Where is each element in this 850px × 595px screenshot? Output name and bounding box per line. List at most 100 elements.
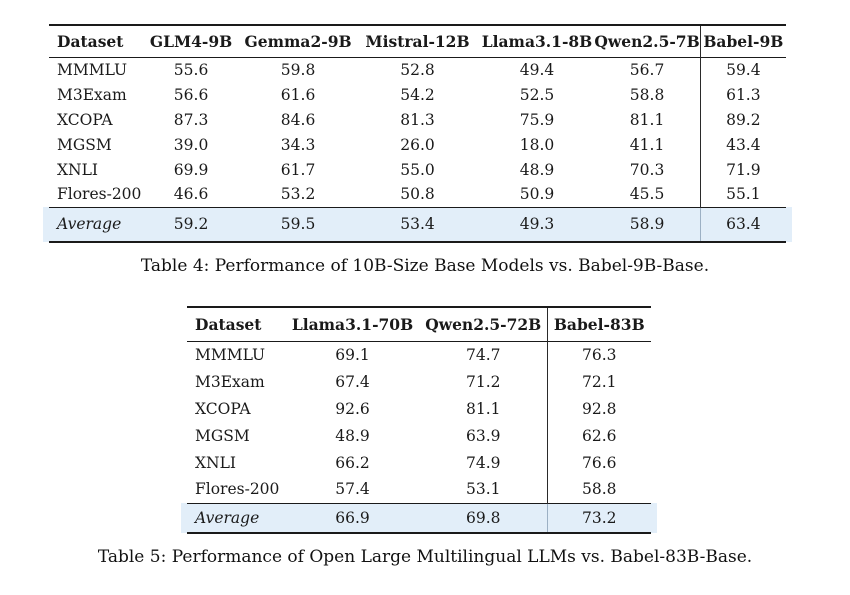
value-cell: 61.3 [699,82,786,107]
dataset-cell: M3Exam [195,372,265,391]
value-cell: 59.8 [280,60,316,79]
value-cell: 53.1 [465,480,501,499]
table-5: Dataset Llama3.1-70B Qwen2.5-72B Babel-8… [187,306,651,534]
value-cell: 71.2 [465,372,501,391]
value-cell: 55.1 [699,182,786,207]
table-4-header: Dataset GLM4-9B Gemma2-9B Mistral-12B Ll… [49,25,786,57]
table-row: XCOPA 92.6 81.1 92.8 [187,395,651,422]
table-row: M3Exam 67.4 71.2 72.1 [187,368,651,395]
dataset-cell: Flores-200 [57,185,142,204]
value-cell: 58.8 [546,476,651,503]
average-row: Average 59.2 59.5 53.4 49.3 58.9 63.4 [49,207,786,242]
value-cell: 92.6 [335,399,370,418]
dataset-cell: M3Exam [57,85,127,104]
table-row: MMMLU 55.6 59.8 52.8 49.4 56.7 59.4 [49,57,786,82]
average-value-cell: 53.4 [355,207,480,242]
table-row: MMMLU 69.1 74.7 76.3 [187,341,651,368]
value-cell: 54.2 [400,85,435,104]
column-header-llama3-1-70b: Llama3.1-70B [291,314,414,334]
value-cell: 43.4 [699,132,786,157]
value-cell: 69.1 [335,345,370,364]
value-cell: 69.9 [173,160,209,179]
value-cell: 48.9 [519,160,555,179]
value-cell: 52.5 [519,85,555,104]
value-cell: 74.9 [465,453,501,472]
table-row: M3Exam 56.6 61.6 54.2 52.5 58.8 61.3 [49,82,786,107]
value-cell: 57.4 [335,480,370,499]
column-header-mistral-12b: Mistral-12B [365,31,470,51]
table-row: XNLI 69.9 61.7 55.0 48.9 70.3 71.9 [49,157,786,182]
dataset-cell: XCOPA [57,110,113,129]
value-cell: 49.4 [519,60,555,79]
value-cell: 75.9 [519,110,555,129]
table-row: XNLI 66.2 74.9 76.6 [187,449,651,476]
value-cell: 84.6 [280,110,316,129]
value-cell: 52.8 [400,60,435,79]
column-header-dataset: Dataset [57,31,124,51]
dataset-cell: XNLI [195,453,237,472]
average-value-cell: 59.2 [141,207,241,242]
value-cell: 56.6 [173,85,209,104]
value-cell: 26.0 [400,135,435,154]
header-row: Dataset GLM4-9B Gemma2-9B Mistral-12B Ll… [49,25,786,57]
value-cell: 58.8 [629,85,665,104]
table-4-figure: Dataset GLM4-9B Gemma2-9B Mistral-12B Ll… [49,24,786,243]
column-header-babel-83b: Babel-83B [546,307,651,341]
value-cell: 50.9 [519,185,555,204]
value-cell: 81.1 [629,110,665,129]
table-5-body: MMMLU 69.1 74.7 76.3 M3Exam 67.4 71.2 72… [187,341,651,503]
value-cell: 41.1 [629,135,665,154]
table-row: MGSM 48.9 63.9 62.6 [187,422,651,449]
value-cell: 46.6 [173,185,209,204]
dataset-cell: MGSM [195,426,250,445]
header-row: Dataset Llama3.1-70B Qwen2.5-72B Babel-8… [187,307,651,341]
value-cell: 53.2 [280,185,316,204]
value-cell: 18.0 [519,135,555,154]
value-cell: 34.3 [280,135,316,154]
average-value-cell: 59.5 [240,207,356,242]
average-value-cell: 73.2 [546,503,651,533]
value-cell: 59.4 [699,57,786,82]
table-5-figure: Dataset Llama3.1-70B Qwen2.5-72B Babel-8… [187,306,651,534]
table-4-body: MMMLU 55.6 59.8 52.8 49.4 56.7 59.4 M3Ex… [49,57,786,207]
value-cell: 61.7 [280,160,316,179]
column-header-babel-9b: Babel-9B [699,25,786,57]
table-row: XCOPA 87.3 84.6 81.3 75.9 81.1 89.2 [49,107,786,132]
average-label: Average [187,503,285,533]
value-cell: 89.2 [699,107,786,132]
column-header-llama3-1-8b: Llama3.1-8B [481,31,593,51]
average-value-cell: 49.3 [479,207,595,242]
value-cell: 72.1 [546,368,651,395]
table-row: MGSM 39.0 34.3 26.0 18.0 41.1 43.4 [49,132,786,157]
dataset-cell: Flores-200 [195,480,280,499]
average-label: Average [49,207,142,242]
value-cell: 74.7 [465,345,501,364]
value-cell: 45.5 [629,185,665,204]
value-cell: 76.3 [546,341,651,368]
value-cell: 50.8 [400,185,435,204]
value-cell: 62.6 [546,422,651,449]
column-header-gemma2-9b: Gemma2-9B [244,31,352,51]
value-cell: 55.6 [173,60,209,79]
value-cell: 70.3 [629,160,665,179]
dataset-cell: XCOPA [195,399,251,418]
table-4-average-section: Average 59.2 59.5 53.4 49.3 58.9 63.4 [49,207,786,242]
table-5-header: Dataset Llama3.1-70B Qwen2.5-72B Babel-8… [187,307,651,341]
value-cell: 48.9 [335,426,370,445]
value-cell: 67.4 [335,372,370,391]
table-4-caption: Table 4: Performance of 10B-Size Base Mo… [140,256,710,276]
column-header-qwen2-5-72b: Qwen2.5-72B [425,314,542,334]
value-cell: 39.0 [173,135,209,154]
dataset-cell: MGSM [57,135,112,154]
table-5-caption: Table 5: Performance of Open Large Multi… [97,547,753,567]
value-cell: 76.6 [546,449,651,476]
average-value-cell: 66.9 [285,503,420,533]
table-row: Flores-200 46.6 53.2 50.8 50.9 45.5 55.1 [49,182,786,207]
column-header-dataset: Dataset [195,314,262,334]
average-row: Average 66.9 69.8 73.2 [187,503,651,533]
dataset-cell: XNLI [57,160,99,179]
value-cell: 66.2 [335,453,370,472]
table-row: Flores-200 57.4 53.1 58.8 [187,476,651,503]
average-value-cell: 63.4 [699,207,786,242]
value-cell: 71.9 [699,157,786,182]
